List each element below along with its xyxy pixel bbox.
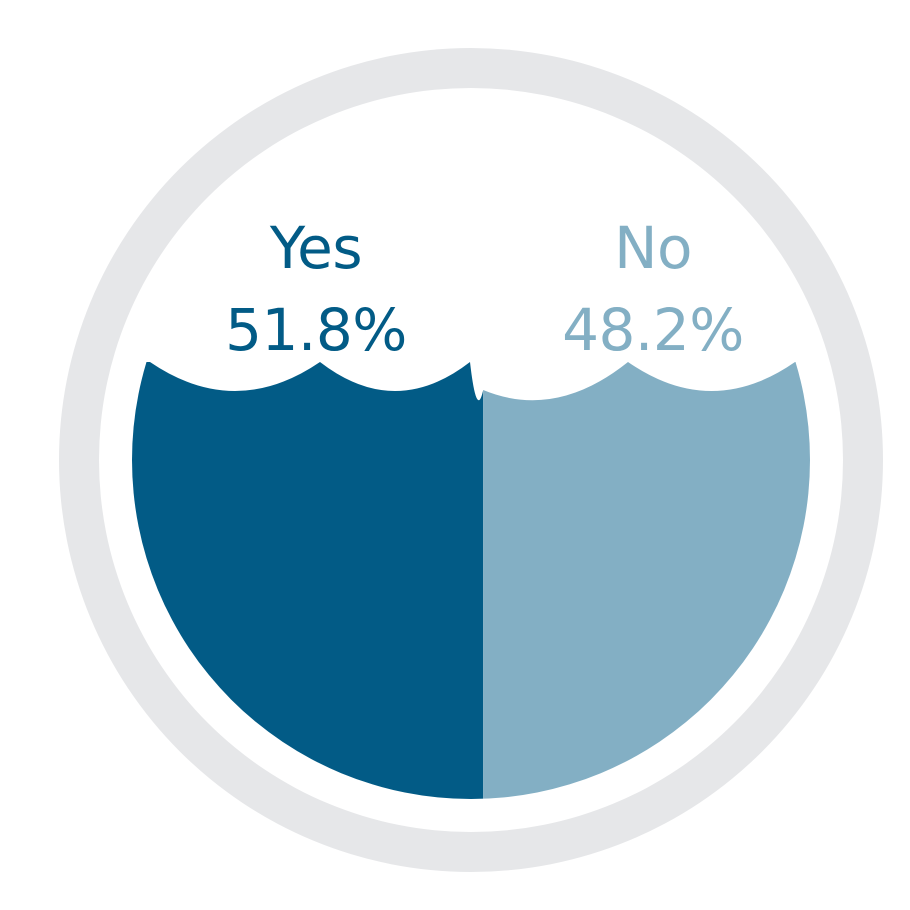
slice-no bbox=[483, 362, 810, 799]
category-label-yes: Yes bbox=[269, 214, 362, 282]
value-label-no: 48.2% bbox=[562, 296, 744, 364]
slice-yes bbox=[132, 362, 484, 799]
value-label-yes: 51.8% bbox=[225, 296, 407, 364]
category-label-no: No bbox=[614, 214, 692, 282]
